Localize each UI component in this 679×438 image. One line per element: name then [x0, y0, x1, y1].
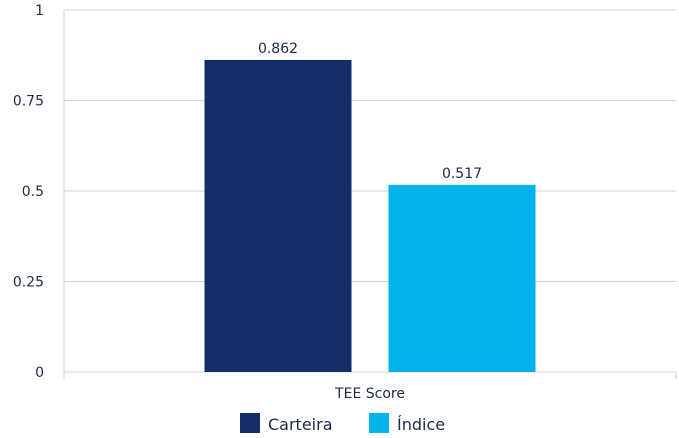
y-tick-label: 0.75: [13, 94, 44, 110]
y-tick-label: 0.25: [13, 275, 44, 291]
legend-swatch: [369, 413, 389, 433]
legend-label: Carteira: [268, 415, 333, 434]
axes: [63, 10, 677, 379]
legend: Carteira Índice: [240, 413, 445, 434]
y-tick-label: 1: [35, 3, 44, 19]
data-label: 0.517: [442, 166, 482, 182]
labels: 0 0.25 0.5 0.75 1 0.862 0.517 TEE Score: [13, 3, 482, 402]
data-label: 0.862: [258, 41, 298, 57]
y-tick-label: 0.5: [22, 184, 44, 200]
bar-carteira: [204, 59, 352, 373]
gridlines: [64, 9, 676, 282]
y-tick-label: 0: [35, 365, 44, 381]
bars: [204, 59, 536, 373]
legend-label: Índice: [397, 415, 445, 434]
bar-índice: [388, 184, 536, 372]
legend-swatch: [240, 413, 260, 433]
x-tick-label: TEE Score: [334, 386, 405, 402]
